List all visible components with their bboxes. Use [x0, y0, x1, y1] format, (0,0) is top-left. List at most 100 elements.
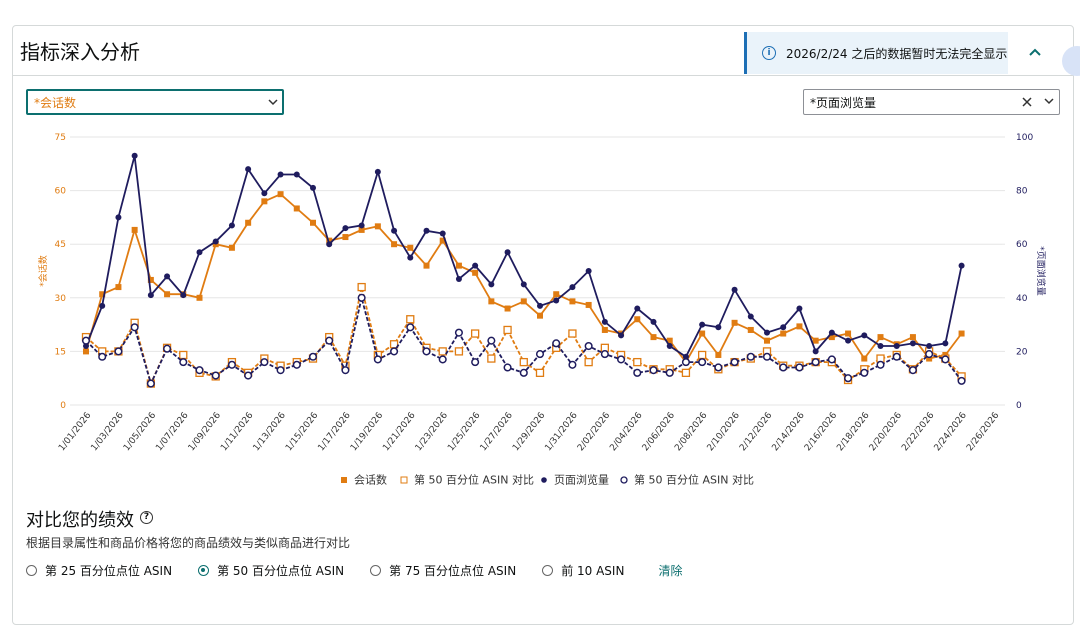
radio-group: 第 25 百分位点位 ASIN 第 50 百分位点位 ASIN 第 75 百分位点位… — [26, 562, 682, 579]
data-point — [261, 198, 268, 205]
legend-item: 会话数 — [341, 474, 387, 487]
data-point — [699, 321, 706, 328]
collapse-button[interactable] — [1027, 44, 1043, 60]
data-point — [552, 339, 561, 348]
data-point — [925, 350, 934, 359]
x-tick-label: 2/20/2026 — [868, 410, 904, 453]
data-point — [439, 230, 446, 237]
data-point — [472, 269, 479, 276]
help-icon[interactable]: ? — [140, 511, 153, 524]
data-point — [553, 297, 560, 304]
data-point — [958, 262, 965, 269]
data-point — [472, 262, 479, 269]
data-point — [470, 329, 480, 338]
data-point — [617, 355, 626, 364]
data-point — [681, 358, 690, 367]
data-point — [342, 225, 349, 232]
y2-tick-label: 40 — [1016, 294, 1028, 304]
data-point — [99, 291, 106, 298]
data-point — [845, 330, 852, 337]
data-point — [812, 348, 819, 355]
radio-button[interactable] — [198, 565, 210, 576]
data-point — [130, 323, 139, 332]
metric-select[interactable]: *页面浏览量 — [803, 89, 1060, 115]
data-point — [422, 347, 431, 356]
data-point — [715, 324, 722, 331]
data-point — [861, 355, 868, 362]
data-point — [779, 363, 788, 372]
data-point — [391, 241, 398, 248]
data-point — [520, 298, 527, 305]
data-point — [310, 219, 316, 226]
data-point — [374, 223, 381, 230]
x-tick-label: 1/03/2026 — [89, 410, 125, 453]
x-tick-label: 1/19/2026 — [349, 410, 385, 453]
data-point — [569, 298, 576, 305]
metric-select[interactable]: *会话数 — [26, 89, 284, 115]
radio-option[interactable]: 第 75 百分位点位 ASIN — [370, 562, 516, 579]
radio-button[interactable] — [542, 565, 554, 576]
data-point — [876, 360, 885, 369]
clear-icon[interactable] — [1022, 97, 1032, 107]
data-point — [666, 337, 673, 344]
side-icon[interactable] — [1062, 46, 1080, 76]
data-point — [374, 168, 381, 175]
y2-tick-label: 0 — [1016, 401, 1022, 411]
data-point — [747, 313, 754, 320]
clear-link[interactable]: 清除 — [658, 564, 683, 578]
x-tick-label: 2/02/2026 — [576, 410, 612, 453]
data-point — [471, 358, 480, 367]
chevron — [268, 99, 278, 106]
legend-marker — [341, 477, 347, 483]
data-point — [715, 351, 722, 358]
radio-option[interactable]: 第 25 百分位点位 ASIN — [26, 562, 172, 579]
page: 指标深入分析 i 2026/2/24 之后的数据暂时无法完全显示 *会话数 *页面… — [12, 25, 1080, 625]
data-point — [341, 366, 350, 375]
data-point — [293, 205, 300, 212]
data-point — [796, 323, 803, 330]
data-point — [585, 301, 592, 308]
data-point — [941, 355, 950, 364]
data-point — [844, 374, 853, 383]
data-point — [357, 293, 366, 302]
data-point — [909, 334, 916, 341]
data-point — [99, 302, 106, 309]
x-tick-label: 2/06/2026 — [641, 410, 677, 453]
x-tick-label: 1/09/2026 — [187, 410, 223, 453]
data-point — [438, 347, 447, 356]
data-point — [634, 316, 641, 323]
x-tick-label: 1/31/2026 — [543, 410, 579, 453]
data-point — [406, 323, 415, 332]
data-point — [601, 318, 608, 325]
data-point — [310, 184, 316, 191]
data-point — [698, 358, 707, 367]
x-tick-label: 2/14/2026 — [770, 410, 806, 453]
page-title: 指标深入分析 — [20, 40, 140, 64]
radio-option[interactable]: 前 10 ASIN — [542, 562, 624, 579]
data-point — [520, 281, 527, 288]
radio-label: 第 75 百分位点位 ASIN — [389, 564, 517, 578]
data-point — [163, 344, 172, 353]
data-point — [487, 336, 496, 345]
y-tick-label: 0 — [60, 401, 66, 411]
data-point — [584, 357, 593, 367]
legend-marker — [620, 476, 628, 484]
data-point — [957, 376, 966, 385]
x-tick-label: 1/07/2026 — [154, 410, 190, 453]
data-point — [537, 302, 543, 309]
data-point — [681, 368, 691, 377]
data-point — [682, 353, 689, 360]
radio-option[interactable]: 第 50 百分位点位 ASIN — [198, 562, 344, 579]
y-tick-label: 60 — [55, 187, 67, 197]
data-point — [292, 360, 301, 369]
radio-button[interactable] — [370, 565, 382, 576]
data-point — [828, 329, 835, 336]
data-point — [81, 336, 91, 345]
radio-button[interactable] — [26, 565, 37, 576]
data-point — [228, 222, 235, 229]
legend-label: 会话数 — [354, 474, 387, 487]
data-point — [277, 191, 284, 198]
legend-marker — [400, 476, 408, 484]
data-point — [553, 291, 560, 298]
data-point — [861, 332, 868, 339]
